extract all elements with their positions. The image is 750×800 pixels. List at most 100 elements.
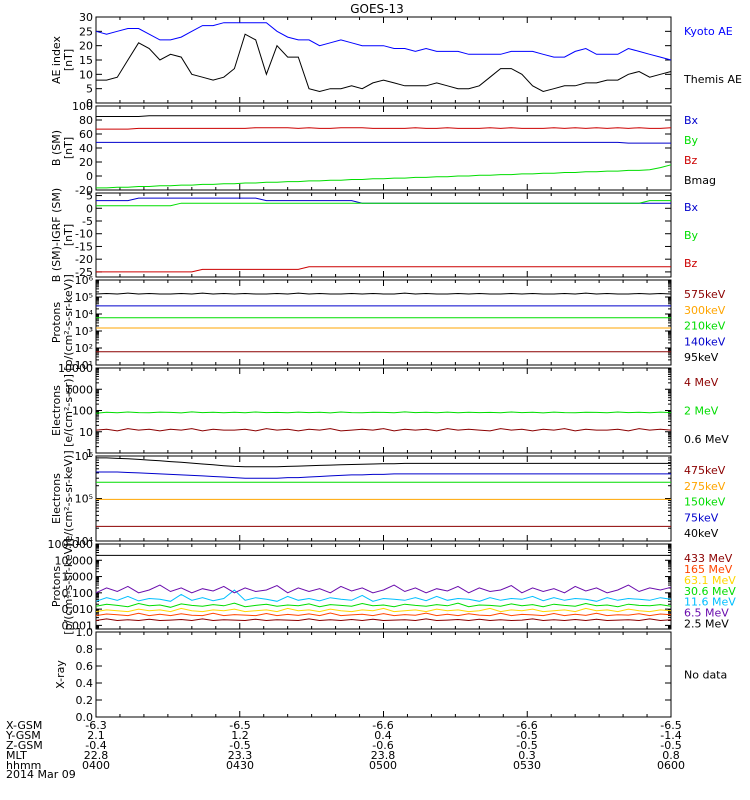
- y-tick-label: 0.001: [62, 619, 94, 632]
- footer-value: -0.5: [660, 739, 681, 752]
- legend-entry: 75keV: [684, 511, 719, 524]
- y-tick-label: 10⁵: [75, 291, 93, 304]
- series-line-bz: [96, 127, 672, 130]
- footer-row-label: Z-GSM: [6, 739, 43, 752]
- panel-frame: [95, 16, 672, 104]
- legend-entry: 0.6 MeV: [684, 433, 729, 446]
- y-tick-label: -20: [75, 253, 93, 266]
- legend-entry: 275keV: [684, 480, 726, 493]
- y-tick-label: 10: [79, 426, 93, 439]
- y-tick-label: 20: [79, 156, 93, 169]
- footer-value: -1.4: [660, 729, 681, 742]
- footer-value: 0.3: [518, 749, 536, 762]
- footer-value: 23.8: [371, 749, 396, 762]
- footer-value: 0430: [226, 759, 254, 772]
- y-tick-label: 0: [86, 97, 93, 110]
- footer-row-label: hhmm: [6, 759, 41, 772]
- footer-value: 0530: [513, 759, 541, 772]
- y-axis-label: Protons: [50, 302, 63, 343]
- series-line-6-5-mev: [95, 584, 672, 594]
- y-tick-label: 30: [79, 11, 93, 24]
- y-tick-label: -20: [75, 184, 93, 197]
- y-tick-label: 10: [79, 68, 93, 81]
- y-tick-label: 10⁴: [75, 535, 94, 548]
- footer-value: -0.4: [85, 739, 106, 752]
- y-tick-label: 10.000: [55, 554, 94, 567]
- legend-entry: By: [684, 229, 699, 242]
- panel-frame: [95, 367, 672, 454]
- series-line-95kev: [95, 292, 672, 295]
- y-tick-label: 100: [72, 405, 93, 418]
- y-tick-label: 0.0: [76, 711, 94, 724]
- series-line-63-1-mev: [95, 607, 672, 613]
- footer-value: 0600: [657, 759, 685, 772]
- y-tick-label: 10⁴: [75, 308, 94, 321]
- y-tick-label: -5: [82, 215, 93, 228]
- no-data-note: No data: [684, 669, 727, 682]
- series-line-themis-ae: [96, 33, 672, 93]
- series-line-by: [96, 164, 672, 189]
- series-line-4-mev: [95, 428, 672, 432]
- series-line-kyoto-ae: [95, 22, 672, 61]
- legend-entry: 95keV: [684, 351, 719, 364]
- panel-7: 0.0 0.2 0.4 0.6 0.8 1.0 X-ray No data: [54, 626, 727, 724]
- y-axis-label: [p/(cm²-s-sr-keV)]: [62, 274, 75, 371]
- legend-entry: Bz: [684, 257, 698, 270]
- legend-entry: 210keV: [684, 320, 726, 333]
- legend-entry: 433 MeV: [684, 552, 733, 565]
- footer-value: 0400: [82, 759, 110, 772]
- legend-entry: 6.5 MeV: [684, 607, 729, 620]
- legend-entry: 300keV: [684, 304, 726, 317]
- y-axis-label: [p/(cm²-s-sr-keV)]: [62, 538, 75, 635]
- y-tick-label: 10⁶: [75, 274, 94, 287]
- y-tick-label: 100.000: [48, 538, 94, 551]
- panel-frame: [95, 455, 672, 542]
- y-tick-label: -25: [75, 266, 93, 279]
- series-line-165-mev: [95, 612, 672, 617]
- legend-entry: 2.5 MeV: [684, 618, 729, 631]
- y-axis-label: X-ray: [54, 660, 67, 689]
- footer-row-label: MLT: [6, 749, 27, 762]
- y-tick-label: 0.2: [76, 694, 94, 707]
- y-tick-label: -10: [75, 228, 93, 241]
- y-tick-label: 10³: [75, 325, 93, 338]
- series-line-75kev: [96, 471, 671, 479]
- y-tick-label: 1: [86, 447, 93, 460]
- legend-entry: 575keV: [684, 288, 726, 301]
- panel-2: -25-20-15-10-505 B (SM)-IGRF (SM) [nT] Bx By…: [50, 188, 699, 282]
- legend-entry: Bmag: [684, 174, 716, 187]
- y-tick-label: 0.4: [76, 677, 94, 690]
- panel-frame: [95, 631, 672, 718]
- y-tick-label: 10²: [75, 342, 93, 355]
- series-line-by: [96, 200, 671, 207]
- legend-entry: 4 MeV: [684, 376, 719, 389]
- footer-value: -0.5: [229, 739, 250, 752]
- legend-entry: Bx: [684, 114, 699, 127]
- y-axis-label: [nT]: [62, 224, 75, 246]
- y-axis-label: Protons: [50, 566, 63, 607]
- y-axis-label: [nT]: [62, 49, 75, 71]
- y-tick-label: 0.6: [76, 660, 94, 673]
- y-tick-label: 15: [79, 54, 93, 67]
- legend-entry: 140keV: [684, 335, 726, 348]
- footer-row-label: Y-GSM: [5, 729, 41, 742]
- y-axis-label: [e/(cm²-s-sr-keV)]: [62, 450, 75, 546]
- footer-value: 1.2: [231, 729, 249, 742]
- y-tick-label: 0: [86, 202, 93, 215]
- plot-title: GOES-13: [350, 2, 404, 16]
- y-axis-label: AE index: [50, 35, 63, 84]
- y-tick-label: 40: [79, 142, 93, 155]
- y-tick-label: 10000: [58, 362, 93, 375]
- y-axis-label: [nT]: [62, 137, 75, 159]
- y-tick-label: 1000: [65, 383, 93, 396]
- footer-value: -6.3: [85, 719, 106, 732]
- legend-entry: Bz: [684, 154, 698, 167]
- footer-value: -6.6: [516, 719, 537, 732]
- footer-value: 22.8: [84, 749, 109, 762]
- y-axis-label: B (SM): [50, 130, 63, 166]
- panel-frame: [95, 105, 672, 191]
- y-tick-label: 80: [79, 114, 93, 127]
- legend-entry: Themis AE: [683, 73, 742, 86]
